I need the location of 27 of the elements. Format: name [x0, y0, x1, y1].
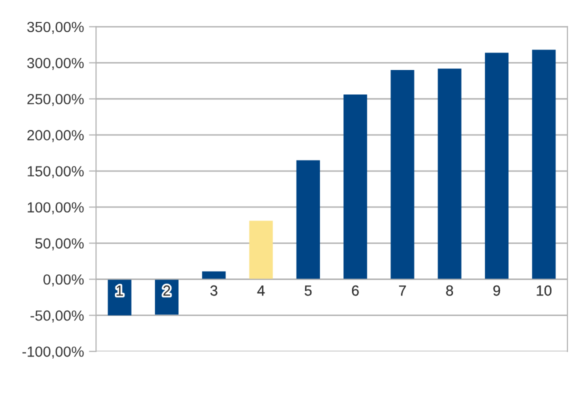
y-tick-label: 200,00% — [27, 130, 84, 142]
y-tick-label: 350,00% — [27, 22, 84, 34]
y-tick-label: 150,00% — [28, 166, 84, 178]
x-tick-label: 9 — [493, 285, 500, 296]
x-tick-label: 2 — [163, 285, 170, 296]
bar — [484, 52, 509, 280]
y-tick-label: -100,00% — [22, 346, 84, 359]
y-tick-label: 100,00% — [28, 202, 84, 214]
y-tick-label: 50,00% — [35, 238, 84, 250]
bar — [390, 70, 414, 280]
x-tick-label: 10 — [536, 285, 552, 296]
y-tick-label: 300,00% — [27, 58, 84, 70]
bar — [438, 68, 462, 280]
bar — [296, 160, 320, 280]
x-tick-label: 5 — [304, 286, 312, 296]
bar — [532, 50, 556, 280]
x-tick-label: 6 — [352, 285, 359, 296]
x-tick-label: 8 — [446, 285, 454, 296]
y-tick-label: 0,00% — [43, 274, 84, 286]
y-tick-label: -50,00% — [30, 310, 84, 322]
x-tick-label: 4 — [257, 286, 265, 296]
bar — [249, 220, 273, 280]
x-tick-label: 1 — [116, 286, 123, 296]
y-tick-label: 250,00% — [27, 94, 84, 106]
bar — [344, 94, 368, 280]
x-tick-label: 3 — [210, 285, 218, 296]
x-tick-label: 7 — [399, 286, 406, 296]
